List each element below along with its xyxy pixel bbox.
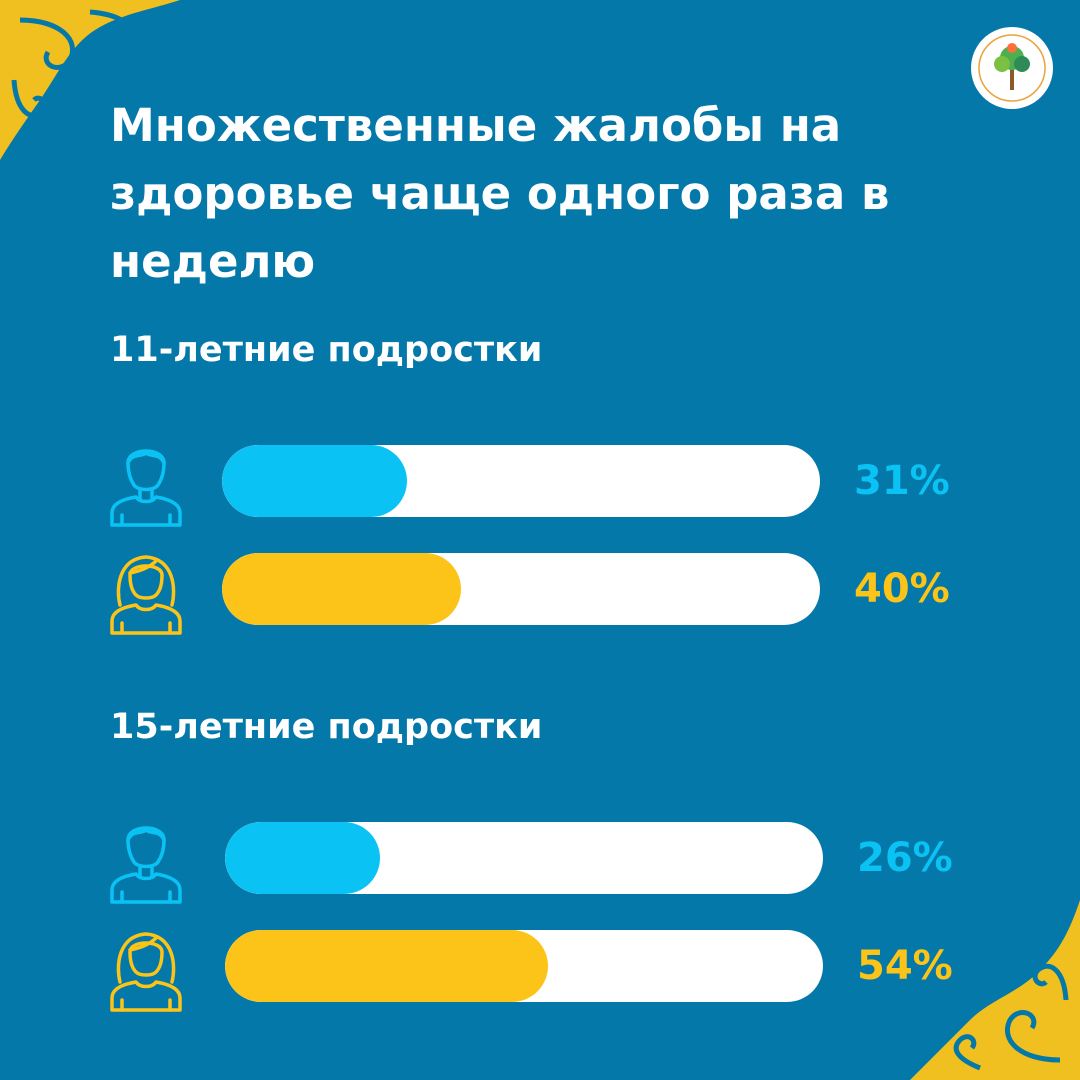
group-heading: 15-летние подростки bbox=[110, 707, 543, 747]
bar-fill-girl bbox=[225, 930, 548, 1002]
girl-avatar-icon bbox=[106, 549, 186, 639]
bar-fill-boy bbox=[222, 445, 408, 517]
tree-logo-icon bbox=[971, 27, 1053, 109]
girl-avatar-icon bbox=[106, 926, 186, 1016]
page-title: Множественные жалобы на здоровье чаще од… bbox=[110, 99, 890, 288]
group-heading: 11-летние подростки bbox=[110, 330, 543, 370]
bar-fill-girl bbox=[222, 553, 462, 625]
bar-track bbox=[225, 822, 823, 894]
percent-label: 31% bbox=[854, 458, 950, 504]
bar-track bbox=[225, 930, 823, 1002]
bar-track bbox=[222, 553, 820, 625]
kazakh-ornament-icon bbox=[0, 0, 180, 160]
percent-label: 40% bbox=[854, 566, 950, 612]
boy-avatar-icon bbox=[106, 818, 186, 908]
bar-track bbox=[222, 445, 820, 517]
kazakh-ornament-icon bbox=[910, 900, 1080, 1080]
percent-label: 26% bbox=[857, 835, 953, 881]
bar-fill-boy bbox=[225, 822, 381, 894]
boy-avatar-icon bbox=[106, 441, 186, 531]
percent-label: 54% bbox=[857, 943, 953, 989]
